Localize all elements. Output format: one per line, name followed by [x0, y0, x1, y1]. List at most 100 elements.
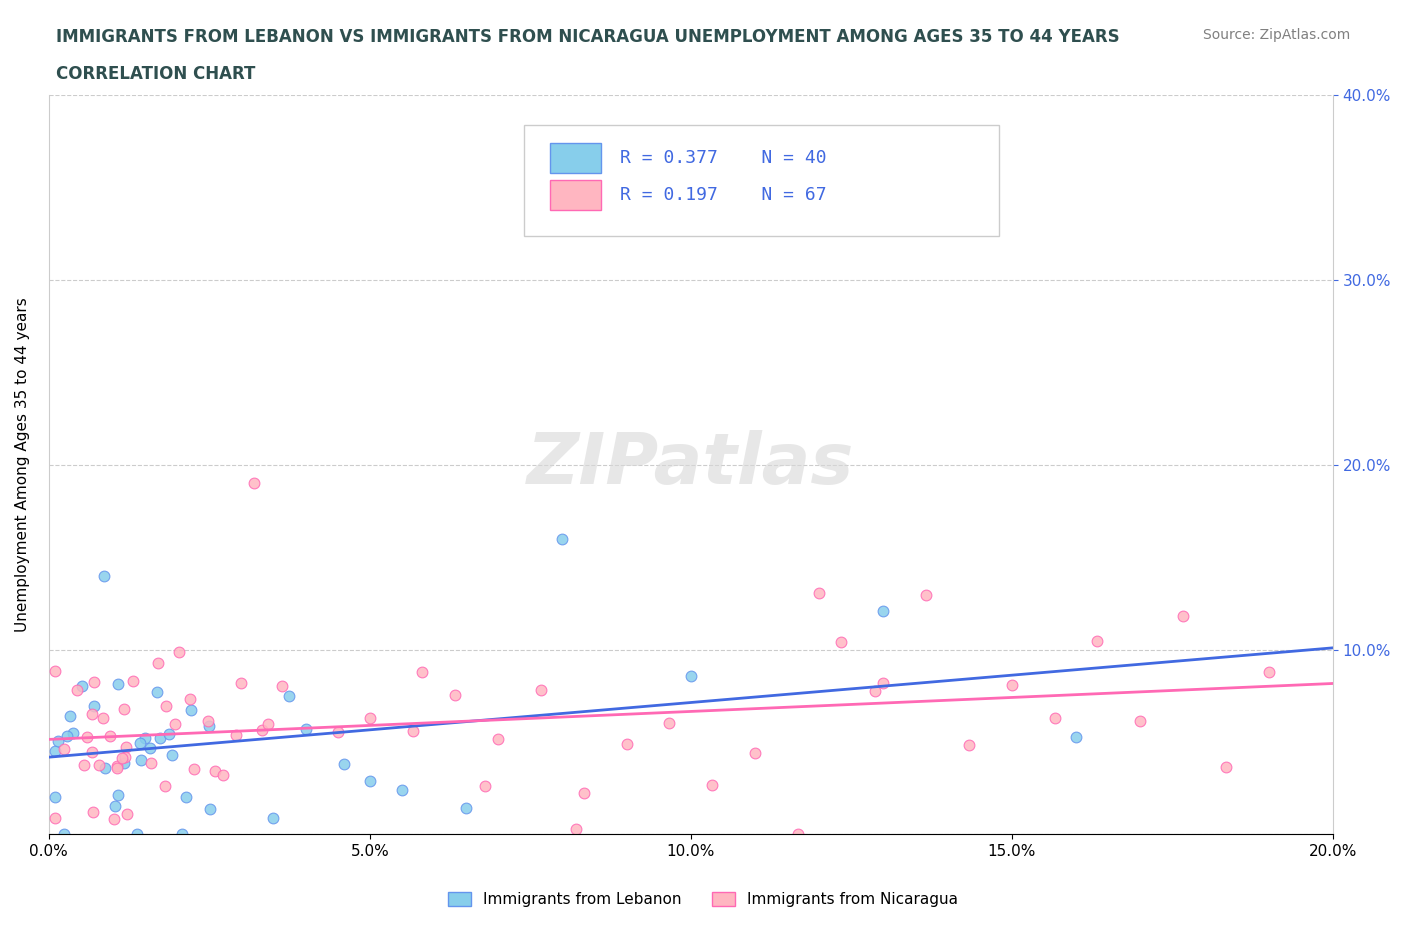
- Immigrants from Nicaragua: [66, 683, 89, 698]
- Immigrants from Lebanon: [59, 709, 82, 724]
- Text: R = 0.377    N = 40: R = 0.377 N = 40: [620, 149, 827, 167]
- Immigrants from Nicaragua: [225, 727, 247, 742]
- FancyBboxPatch shape: [550, 180, 600, 210]
- Immigrants from Nicaragua: [197, 714, 219, 729]
- Immigrants from Lebanon: [139, 740, 162, 755]
- Text: Source: ZipAtlas.com: Source: ZipAtlas.com: [1202, 28, 1350, 42]
- Immigrants from Nicaragua: [114, 739, 136, 754]
- Immigrants from Nicaragua: [444, 687, 467, 702]
- Immigrants from Nicaragua: [744, 745, 766, 760]
- Immigrants from Lebanon: [83, 698, 105, 713]
- Immigrants from Nicaragua: [44, 811, 66, 826]
- Immigrants from Nicaragua: [146, 656, 169, 671]
- Immigrants from Nicaragua: [76, 729, 98, 744]
- Immigrants from Nicaragua: [401, 724, 423, 738]
- Immigrants from Nicaragua: [44, 664, 66, 679]
- Immigrants from Nicaragua: [256, 717, 278, 732]
- Immigrants from Lebanon: [333, 757, 356, 772]
- Immigrants from Lebanon: [129, 736, 152, 751]
- Immigrants from Nicaragua: [271, 679, 294, 694]
- Immigrants from Nicaragua: [163, 717, 186, 732]
- Immigrants from Lebanon: [159, 726, 181, 741]
- Immigrants from Nicaragua: [1257, 664, 1279, 679]
- Immigrants from Lebanon: [131, 752, 153, 767]
- Immigrants from Lebanon: [127, 827, 149, 842]
- Immigrants from Nicaragua: [105, 761, 128, 776]
- Immigrants from Nicaragua: [115, 806, 138, 821]
- Immigrants from Lebanon: [107, 677, 129, 692]
- Immigrants from Lebanon: [278, 689, 301, 704]
- Immigrants from Lebanon: [679, 669, 702, 684]
- Immigrants from Lebanon: [872, 604, 894, 618]
- Immigrants from Nicaragua: [105, 759, 128, 774]
- Immigrants from Nicaragua: [141, 756, 163, 771]
- Immigrants from Nicaragua: [91, 711, 114, 725]
- Immigrants from Nicaragua: [530, 682, 553, 697]
- Immigrants from Nicaragua: [1215, 759, 1237, 774]
- Immigrants from Nicaragua: [111, 751, 134, 765]
- Immigrants from Lebanon: [46, 734, 69, 749]
- Immigrants from Lebanon: [44, 790, 66, 804]
- Immigrants from Lebanon: [262, 810, 284, 825]
- Immigrants from Nicaragua: [87, 757, 110, 772]
- Immigrants from Lebanon: [55, 729, 77, 744]
- Immigrants from Nicaragua: [82, 804, 104, 819]
- Immigrants from Lebanon: [44, 744, 66, 759]
- Immigrants from Lebanon: [70, 679, 93, 694]
- Immigrants from Nicaragua: [98, 729, 121, 744]
- Immigrants from Lebanon: [160, 747, 183, 762]
- Immigrants from Lebanon: [52, 827, 75, 842]
- Immigrants from Nicaragua: [411, 665, 433, 680]
- Immigrants from Lebanon: [107, 788, 129, 803]
- Immigrants from Nicaragua: [112, 702, 135, 717]
- Immigrants from Lebanon: [134, 730, 156, 745]
- Immigrants from Nicaragua: [155, 698, 177, 713]
- Immigrants from Nicaragua: [229, 675, 252, 690]
- Immigrants from Nicaragua: [73, 758, 96, 773]
- Immigrants from Nicaragua: [957, 737, 980, 752]
- Immigrants from Nicaragua: [121, 673, 143, 688]
- Immigrants from Lebanon: [94, 761, 117, 776]
- Immigrants from Nicaragua: [1001, 677, 1024, 692]
- Immigrants from Lebanon: [180, 703, 202, 718]
- Immigrants from Nicaragua: [1085, 633, 1108, 648]
- Immigrants from Lebanon: [551, 531, 574, 546]
- Immigrants from Nicaragua: [474, 778, 496, 793]
- Immigrants from Nicaragua: [359, 711, 381, 725]
- Immigrants from Nicaragua: [153, 778, 176, 793]
- Immigrants from Nicaragua: [326, 724, 349, 739]
- Immigrants from Nicaragua: [658, 715, 681, 730]
- Immigrants from Nicaragua: [183, 762, 205, 777]
- Immigrants from Nicaragua: [212, 767, 235, 782]
- Immigrants from Nicaragua: [103, 812, 125, 827]
- Immigrants from Lebanon: [391, 783, 413, 798]
- Immigrants from Nicaragua: [243, 476, 266, 491]
- FancyBboxPatch shape: [550, 143, 600, 173]
- Immigrants from Nicaragua: [702, 777, 724, 792]
- Immigrants from Nicaragua: [830, 634, 852, 649]
- Text: R = 0.197    N = 67: R = 0.197 N = 67: [620, 186, 827, 205]
- Text: CORRELATION CHART: CORRELATION CHART: [56, 65, 256, 83]
- Immigrants from Nicaragua: [204, 764, 226, 778]
- Immigrants from Lebanon: [93, 568, 115, 583]
- Text: IMMIGRANTS FROM LEBANON VS IMMIGRANTS FROM NICARAGUA UNEMPLOYMENT AMONG AGES 35 : IMMIGRANTS FROM LEBANON VS IMMIGRANTS FR…: [56, 28, 1119, 46]
- Immigrants from Lebanon: [454, 801, 477, 816]
- Immigrants from Lebanon: [149, 731, 172, 746]
- Immigrants from Nicaragua: [1171, 609, 1194, 624]
- Immigrants from Nicaragua: [52, 741, 75, 756]
- Immigrants from Lebanon: [176, 790, 198, 804]
- Immigrants from Nicaragua: [179, 691, 201, 706]
- Immigrants from Lebanon: [359, 773, 381, 788]
- Immigrants from Nicaragua: [572, 785, 595, 800]
- Immigrants from Lebanon: [1064, 729, 1087, 744]
- Immigrants from Lebanon: [104, 799, 127, 814]
- Immigrants from Lebanon: [198, 802, 221, 817]
- Immigrants from Nicaragua: [616, 737, 638, 751]
- Immigrants from Nicaragua: [250, 723, 273, 737]
- Immigrants from Nicaragua: [167, 645, 190, 660]
- Immigrants from Lebanon: [198, 718, 221, 733]
- Immigrants from Nicaragua: [80, 707, 103, 722]
- Y-axis label: Unemployment Among Ages 35 to 44 years: Unemployment Among Ages 35 to 44 years: [15, 298, 30, 632]
- Immigrants from Nicaragua: [565, 822, 588, 837]
- Legend: Immigrants from Lebanon, Immigrants from Nicaragua: Immigrants from Lebanon, Immigrants from…: [441, 885, 965, 913]
